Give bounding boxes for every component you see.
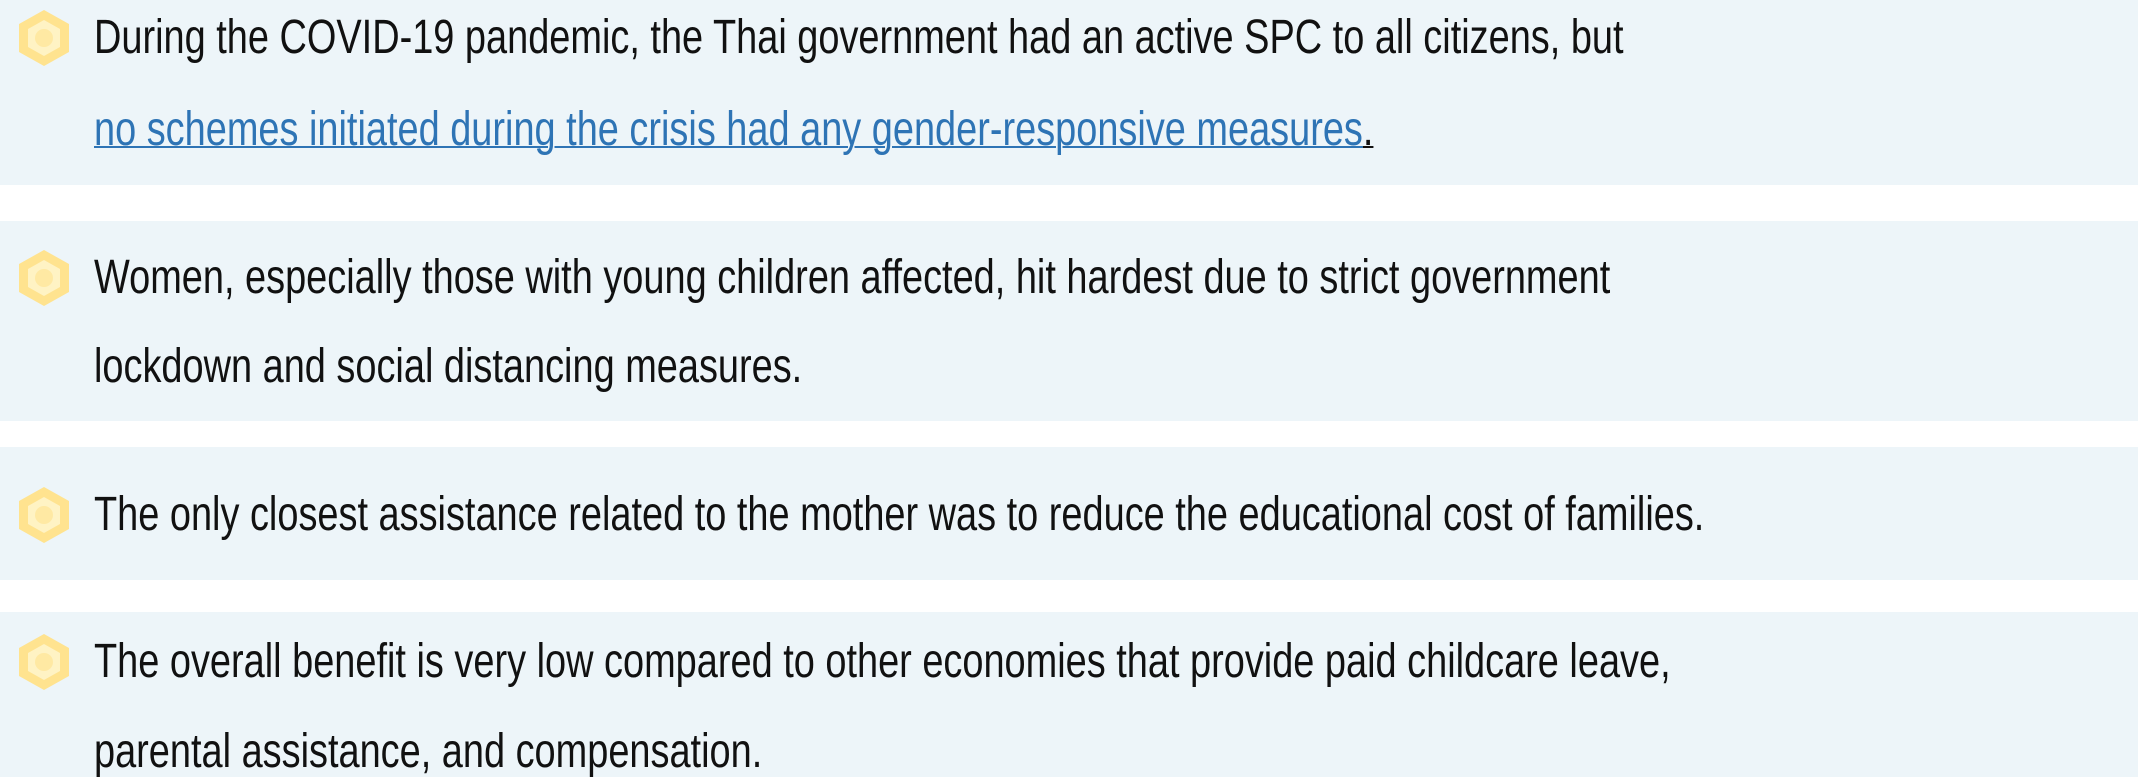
bullet-text: parental assistance, and compensation. xyxy=(94,722,762,782)
bullet-text: lockdown and social distancing measures. xyxy=(94,337,802,397)
page: During the COVID-19 pandemic, the Thai g… xyxy=(0,0,2138,777)
bullet-icon xyxy=(14,485,74,545)
bullet-text: The overall benefit is very low compared… xyxy=(94,632,1671,692)
bullet-text: During the COVID-19 pandemic, the Thai g… xyxy=(94,8,1624,68)
punctuation: . xyxy=(1363,103,1374,156)
bullet-text: Women, especially those with young child… xyxy=(94,248,1610,308)
bullet-text: The only closest assistance related to t… xyxy=(94,485,1704,545)
link[interactable]: no schemes initiated during the crisis h… xyxy=(94,103,1363,156)
bullet-icon xyxy=(14,248,74,308)
bullet-icon xyxy=(14,632,74,692)
bullet-icon xyxy=(14,8,74,68)
bullet-text: no schemes initiated during the crisis h… xyxy=(94,100,1373,160)
